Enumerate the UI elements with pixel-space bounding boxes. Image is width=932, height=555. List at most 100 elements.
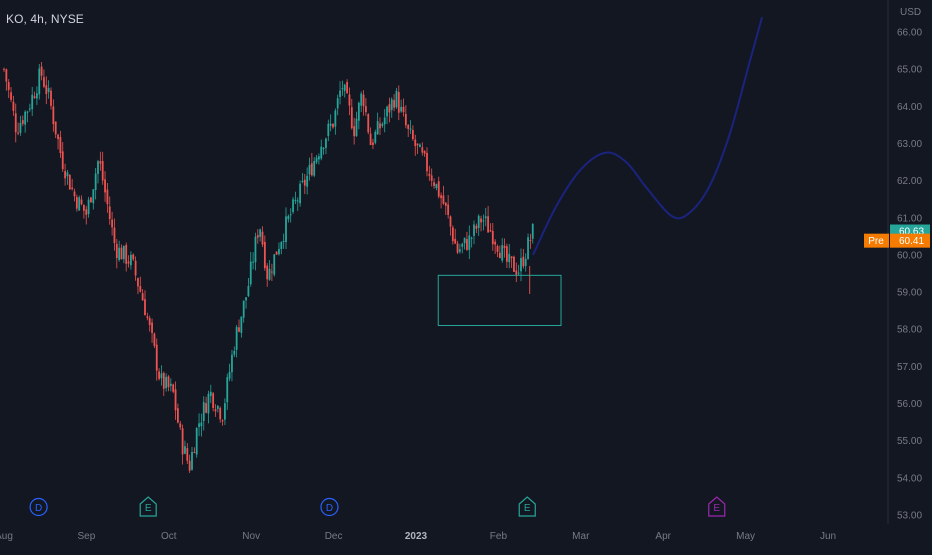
dividend-event-icon[interactable]: D xyxy=(29,497,48,517)
candle-body xyxy=(153,333,156,346)
dividend-event-icon[interactable]: D xyxy=(320,497,339,517)
currency-label[interactable]: USD xyxy=(900,7,922,18)
candle-body xyxy=(139,286,142,292)
candle-body xyxy=(5,69,8,82)
candle-body xyxy=(489,230,492,232)
candle-body xyxy=(209,391,212,396)
candle-body xyxy=(449,216,452,227)
candle-body xyxy=(181,428,184,455)
candle-body xyxy=(416,143,419,146)
candle-body xyxy=(350,107,353,129)
candle-body xyxy=(325,138,327,148)
candle-body xyxy=(256,235,259,238)
candle-body xyxy=(66,172,69,177)
candle-body xyxy=(24,111,27,125)
candle-body xyxy=(17,132,19,134)
candle-body xyxy=(289,214,292,216)
candle-body xyxy=(247,285,250,297)
candle-body xyxy=(263,241,266,269)
symbol-title[interactable]: KO, 4h, NYSE xyxy=(6,12,84,26)
candle-body xyxy=(158,371,160,379)
candle-body xyxy=(480,218,482,223)
dividend-badge-shape xyxy=(320,497,339,517)
candle-body xyxy=(3,68,5,70)
candle-body xyxy=(531,223,534,239)
candle-body xyxy=(280,242,283,250)
candle-body xyxy=(379,123,381,129)
candle-body xyxy=(341,88,344,90)
price-tick-label: 55.00 xyxy=(897,436,922,447)
candle-body xyxy=(527,237,529,260)
candle-body xyxy=(315,157,318,163)
candle-body xyxy=(57,134,59,140)
candle-body xyxy=(390,99,393,110)
candle-body xyxy=(491,230,494,245)
candle-body xyxy=(294,200,297,202)
event-badge-label: E xyxy=(145,503,152,514)
candle-body xyxy=(233,350,236,355)
candle-body xyxy=(437,181,440,197)
candle-body xyxy=(355,118,358,136)
candle-body xyxy=(146,316,149,318)
price-tick-label: 66.00 xyxy=(897,28,922,39)
candle-body xyxy=(125,244,128,264)
candle-body xyxy=(407,125,410,129)
price-tick-label: 61.00 xyxy=(897,213,922,224)
candle-body xyxy=(219,407,222,420)
candle-body xyxy=(186,448,189,461)
candle-body xyxy=(386,106,388,117)
candle-body xyxy=(141,293,144,301)
candle-body xyxy=(487,216,489,233)
time-tick-label: Sep xyxy=(78,531,96,542)
candle-body xyxy=(134,260,137,276)
candle-body xyxy=(506,246,508,262)
premarket-label: Pre xyxy=(868,236,884,247)
candle-body xyxy=(397,92,400,113)
support-zone-rectangle[interactable] xyxy=(437,274,562,326)
projection-curve[interactable] xyxy=(532,16,764,256)
time-tick-label: Aug xyxy=(0,531,13,542)
candle-body xyxy=(249,261,252,285)
candle-body xyxy=(12,101,15,111)
candle-body xyxy=(451,227,454,242)
candle-body xyxy=(224,403,226,420)
candle-body xyxy=(367,114,370,133)
time-tick-label: Dec xyxy=(325,531,343,542)
candle-body xyxy=(71,187,74,190)
candle-body xyxy=(393,100,395,108)
candle-body xyxy=(68,174,71,190)
candle-body xyxy=(510,256,513,259)
candle-body xyxy=(435,183,438,189)
candle-body xyxy=(517,272,520,274)
candle-body xyxy=(226,377,229,403)
candle-body xyxy=(115,243,118,259)
candle-body xyxy=(99,161,102,164)
candle-body xyxy=(374,131,377,143)
candle-body xyxy=(301,180,304,182)
price-tick-label: 62.00 xyxy=(897,176,922,187)
candle-body xyxy=(329,123,332,126)
candle-body xyxy=(238,327,240,332)
time-tick-label: Nov xyxy=(242,531,260,542)
candle-body xyxy=(296,200,299,202)
candle-body xyxy=(202,402,205,422)
candle-body xyxy=(167,376,170,388)
candle-body xyxy=(428,173,431,176)
earnings-event-icon[interactable]: E xyxy=(139,496,157,517)
candle-body xyxy=(214,409,217,412)
candle-body xyxy=(120,247,123,260)
earnings-event-icon[interactable]: E xyxy=(708,496,726,517)
premarket-value: 60.41 xyxy=(899,236,924,247)
price-tick-label: 65.00 xyxy=(897,65,922,76)
candle-body xyxy=(409,128,412,130)
candle-body xyxy=(376,121,379,135)
candle-body xyxy=(484,216,487,219)
candle-body xyxy=(473,224,475,236)
candle-body xyxy=(310,163,313,176)
candle-body xyxy=(339,90,341,97)
earnings-event-icon[interactable]: E xyxy=(518,496,536,517)
price-tick-label: 57.00 xyxy=(897,362,922,373)
candle-body xyxy=(348,94,351,106)
